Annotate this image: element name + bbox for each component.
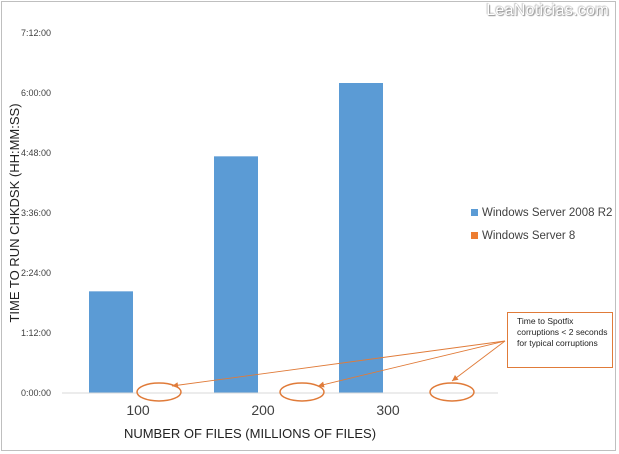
annotation-ellipse <box>279 382 325 402</box>
y-tick-label: 3:36:00 <box>21 208 51 218</box>
bar-100 <box>89 291 133 393</box>
annotation-arrowhead <box>318 381 325 388</box>
y-tick-label: 4:48:00 <box>21 148 51 158</box>
legend-label: Windows Server 2008 R2 <box>482 207 612 219</box>
annotation-ellipse <box>136 382 182 402</box>
callout-line-3: for typical corruptions <box>517 338 598 348</box>
annotation-arrow <box>317 340 506 387</box>
y-tick-label: 0:00:00 <box>21 388 51 398</box>
legend-swatch <box>471 232 478 239</box>
callout-line-2: corruptions < 2 seconds <box>517 327 608 337</box>
annotation-arrow <box>171 340 506 387</box>
legend-label: Windows Server 8 <box>482 230 575 242</box>
annotation-arrowhead <box>452 374 459 381</box>
y-axis: 0:00:00 1:12:00 2:24:00 3:36:00 4:48:00 6:00:… <box>21 28 51 398</box>
annotation-ellipse <box>429 382 475 402</box>
y-tick-label: 2:24:00 <box>21 268 51 278</box>
callout-line-1: Time to Spotfix <box>517 316 574 326</box>
x-tick-label: 100 <box>126 402 150 418</box>
y-tick-label: 1:12:00 <box>21 328 51 338</box>
y-tick-label: 7:12:00 <box>21 28 51 38</box>
legend-swatch <box>471 209 478 216</box>
annotation <box>136 340 506 402</box>
annotation-arrowhead <box>172 382 179 389</box>
y-tick-label: 6:00:00 <box>21 88 51 98</box>
bar-200 <box>214 156 258 393</box>
x-tick-label: 200 <box>251 402 275 418</box>
bar-300 <box>339 83 383 393</box>
watermark: LeaNoticias.com <box>486 2 609 19</box>
y-axis-title: TIME TO RUN CHKDSK (HH:MM:SS) <box>7 103 22 322</box>
legend: Windows Server 2008 R2 Windows Server 8 <box>471 207 612 242</box>
callout-box: Time to Spotfix corruptions < 2 seconds … <box>507 312 613 368</box>
annotation-arrow <box>451 340 506 382</box>
x-tick-label: 300 <box>376 402 400 418</box>
x-axis-title: NUMBER OF FILES (MILLIONS OF FILES) <box>124 426 376 441</box>
bars <box>89 83 383 393</box>
